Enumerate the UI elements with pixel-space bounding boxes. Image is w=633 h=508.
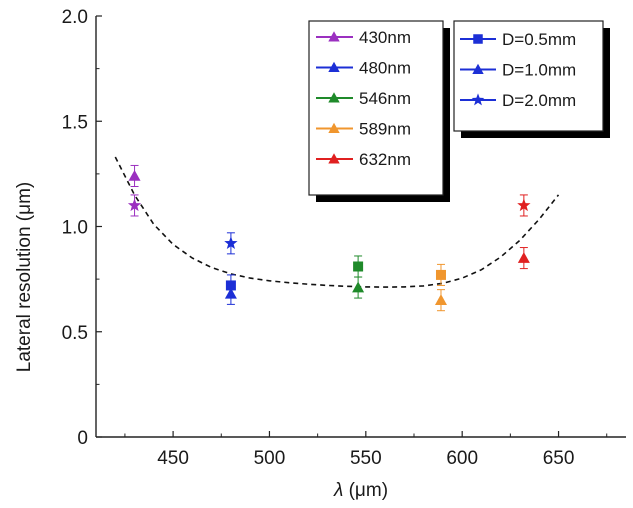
legend-wavelength-label: 430nm bbox=[359, 28, 411, 47]
legend-wavelength-label: 480nm bbox=[359, 59, 411, 78]
x-axis-symbol: λ bbox=[333, 480, 343, 501]
legend-wavelength-label: 546nm bbox=[359, 89, 411, 108]
legend: 430nm 480nm 546nm 589nm 632nm D=0.5mm D=1.0mm D… bbox=[308, 20, 610, 202]
y-tick-label: 0 bbox=[77, 428, 88, 449]
x-tick-label: 450 bbox=[157, 448, 189, 469]
axes: 0 0.5 1.0 1.5 2.0 450 500 550 600 650 bbox=[62, 7, 626, 469]
y-axis-title: Lateral resolution (μm) bbox=[14, 182, 35, 372]
x-axis-unit: (μm) bbox=[343, 480, 388, 501]
x-tick-label: 600 bbox=[446, 448, 478, 469]
legend-wavelength-marker bbox=[328, 122, 340, 134]
x-tick-label: 550 bbox=[350, 448, 382, 469]
x-tick-label: 650 bbox=[543, 448, 575, 469]
legend-wavelength-marker bbox=[328, 153, 340, 164]
legend-wavelength-box bbox=[308, 20, 444, 196]
data-point-triangle bbox=[224, 287, 237, 299]
legend-wavelength-label: 632nm bbox=[359, 150, 411, 169]
y-tick-label: 2.0 bbox=[62, 7, 88, 28]
data-point-star bbox=[127, 198, 142, 212]
data-point-star bbox=[517, 198, 531, 212]
y-tick-label: 1.0 bbox=[62, 218, 88, 239]
data-point-star bbox=[224, 236, 238, 249]
y-tick-label: 1.5 bbox=[62, 112, 88, 133]
legend-wavelength-marker bbox=[328, 31, 340, 42]
plot-area bbox=[114, 156, 560, 312]
data-point-square bbox=[353, 261, 364, 272]
legend-diameter-marker bbox=[472, 63, 484, 75]
legend-wavelength-marker bbox=[328, 92, 340, 103]
legend-diameter-marker bbox=[473, 34, 483, 44]
legend-diameter-label: D=2.0mm bbox=[502, 91, 576, 110]
data-point-triangle bbox=[128, 169, 141, 181]
x-axis-title: λ (μm) bbox=[333, 480, 388, 501]
legend-diameter-label: D=0.5mm bbox=[502, 30, 576, 49]
data-point-square bbox=[435, 269, 446, 280]
legend-diameter-marker bbox=[471, 93, 485, 106]
data-point-triangle bbox=[434, 294, 447, 305]
legend-wavelength-label: 589nm bbox=[359, 120, 411, 139]
data-point-triangle bbox=[352, 281, 365, 293]
legend-wavelength-marker bbox=[328, 61, 340, 73]
y-tick-label: 0.5 bbox=[62, 323, 88, 344]
legend-diameter-label: D=1.0mm bbox=[502, 61, 576, 80]
data-point-triangle bbox=[517, 252, 530, 263]
x-tick-label: 500 bbox=[254, 448, 286, 469]
